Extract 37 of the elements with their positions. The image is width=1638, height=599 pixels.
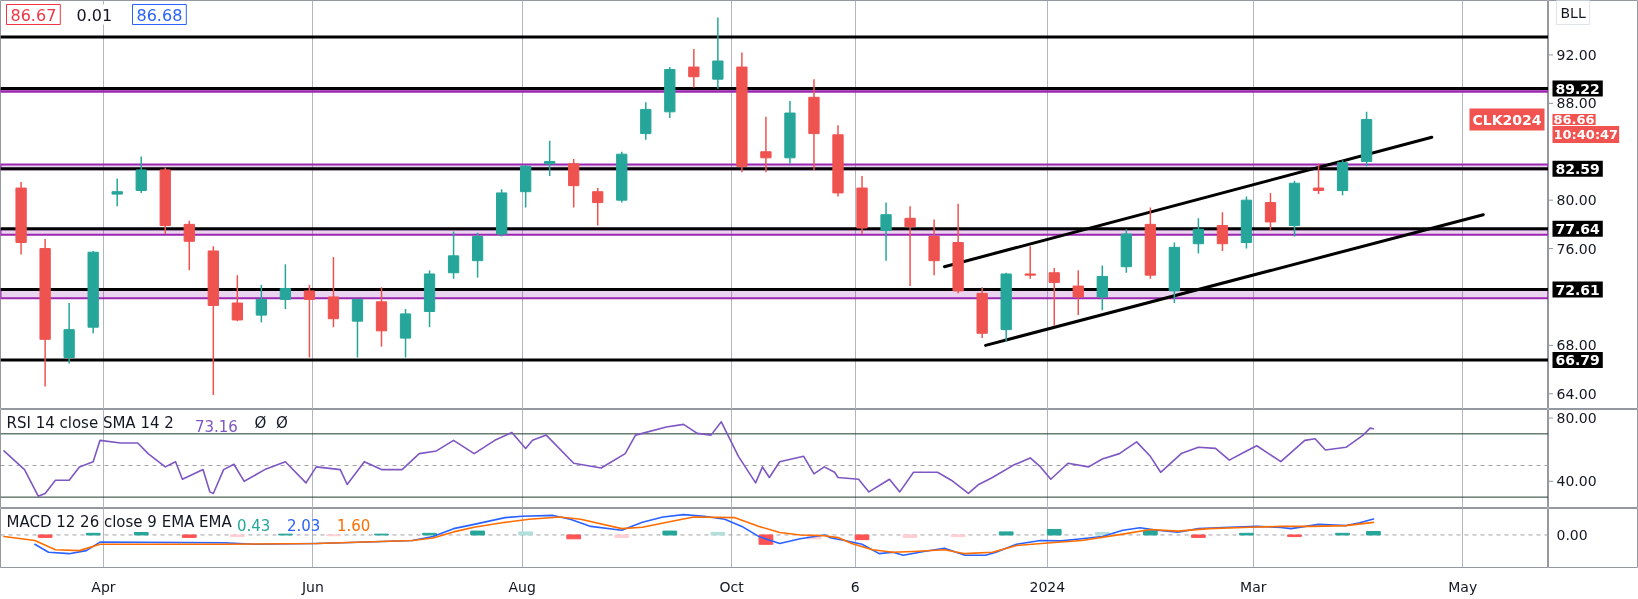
x-tick-label: 2024 (1029, 578, 1066, 595)
x-tick-label: Oct (719, 578, 745, 595)
annotation: 1.60 (336, 516, 371, 535)
y-tick-label: 76.00 (1556, 240, 1597, 257)
y-tick-label: 92.00 (1556, 46, 1597, 63)
y-tick-label: 68.00 (1556, 337, 1597, 354)
chart-title: MACD 12 26 close 9 EMA EMA (6, 512, 233, 531)
text: 86.66 (1553, 112, 1595, 128)
x-tick-label: 6 (850, 578, 860, 595)
x-tick-label: Jun (300, 578, 324, 595)
annotation: 2.03 (286, 516, 321, 535)
text: 0.00 (1556, 526, 1588, 543)
y-tick-label: 64.00 (1556, 385, 1597, 402)
annotation: CLK2024 (1472, 111, 1542, 128)
annotation: Ø (254, 413, 267, 432)
ref-line-label: 89.22 (1555, 80, 1600, 97)
x-tick-label: Mar (1240, 578, 1267, 595)
chart-title: RSI 14 close SMA 14 2 (6, 413, 174, 432)
x-tick-label: Apr (91, 578, 116, 595)
y-tick-label: 80.00 (1556, 192, 1597, 209)
x-tick-label: Aug (508, 578, 536, 595)
annotation: Ø (275, 413, 288, 432)
annotation: 86.67 (10, 5, 57, 25)
y-tick-label: 88.00 (1556, 95, 1597, 112)
ref-line-label: 82.59 (1555, 160, 1600, 177)
annotation: 0.43 (236, 516, 271, 535)
x-tick-label: May (1448, 578, 1478, 595)
ref-line-label: 72.61 (1555, 281, 1600, 298)
ref-line-label: 66.79 (1555, 352, 1600, 369)
annotation: 86.68 (136, 5, 183, 25)
annotation: 73.16 (194, 417, 238, 436)
text: BLL (1560, 4, 1586, 21)
y-tick-label: 80.00 (1556, 410, 1597, 427)
annotation: 0.01 (76, 5, 113, 25)
y-tick-label: 40.00 (1556, 473, 1597, 490)
text: 10:40:47 (1553, 127, 1619, 143)
ref-line-label: 77.64 (1555, 220, 1601, 237)
